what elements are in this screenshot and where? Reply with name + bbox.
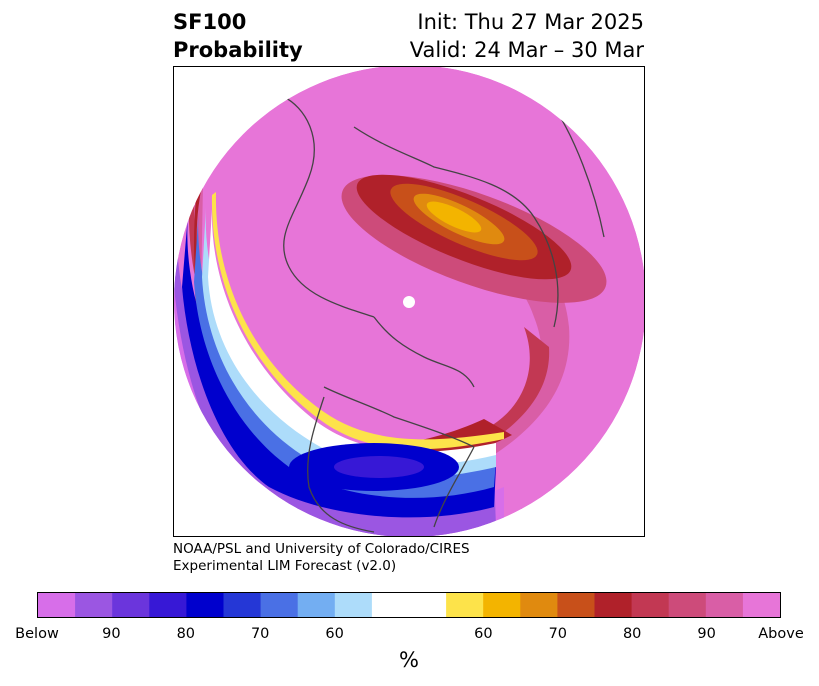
forecast-map bbox=[173, 66, 645, 537]
colorbar-tick-label: 60 bbox=[474, 626, 493, 642]
colorbar bbox=[37, 592, 781, 618]
colorbar-tick-label: Above bbox=[758, 626, 804, 642]
colorbar-segment bbox=[38, 593, 76, 617]
colorbar-segment bbox=[186, 593, 225, 617]
colorbar-segment bbox=[483, 593, 521, 617]
colorbar-segment bbox=[149, 593, 187, 617]
colorbar-tick-label: 80 bbox=[622, 626, 642, 642]
colorbar-segment bbox=[557, 593, 596, 617]
coastlines bbox=[283, 96, 605, 533]
colorbar-segment bbox=[75, 593, 113, 617]
credit-line-2: Experimental LIM Forecast (v2.0) bbox=[173, 558, 397, 574]
colorbar-tick-label: 60 bbox=[325, 626, 344, 642]
colorbar-segment bbox=[112, 593, 150, 617]
colorbar-segment bbox=[594, 593, 633, 617]
credit-line-1: NOAA/PSL and University of Colorado/CIRE… bbox=[173, 541, 470, 557]
colorbar-tick-label: Below bbox=[15, 626, 59, 642]
pole-marker bbox=[403, 296, 415, 308]
colorbar-segment bbox=[446, 593, 484, 617]
colorbar-segment bbox=[631, 593, 670, 617]
polar-map-svg bbox=[174, 67, 644, 536]
valid-range: Valid: 24 Mar – 30 Mar bbox=[409, 38, 644, 62]
colorbar-segment bbox=[742, 593, 780, 617]
colorbar-tick-label: 70 bbox=[548, 626, 568, 642]
colorbar-svg bbox=[38, 593, 780, 617]
colorbar-tick-label: 90 bbox=[102, 626, 121, 642]
colorbar-segment bbox=[371, 593, 410, 617]
date-block: Init: Thu 27 Mar 2025 Valid: 24 Mar – 30… bbox=[410, 8, 644, 64]
title-block: SF100 Probability bbox=[173, 8, 303, 64]
colorbar-tick-label: 90 bbox=[697, 626, 716, 642]
colorbar-segment bbox=[223, 593, 262, 617]
colorbar-segment bbox=[668, 593, 707, 617]
colorbar-segment bbox=[260, 593, 299, 617]
colorbar-segment bbox=[334, 593, 373, 617]
colorbar-tick-label: 80 bbox=[176, 626, 196, 642]
variable-type: Probability bbox=[173, 38, 303, 62]
colorbar-unit: % bbox=[399, 648, 419, 672]
colorbar-segment bbox=[297, 593, 336, 617]
colorbar-segment bbox=[705, 593, 744, 617]
credit-text: NOAA/PSL and University of Colorado/CIRE… bbox=[173, 541, 470, 575]
colorbar-segment bbox=[520, 593, 558, 617]
colorbar-tick-label: 70 bbox=[250, 626, 270, 642]
variable-name: SF100 bbox=[173, 10, 247, 34]
colorbar-segment bbox=[409, 593, 447, 617]
init-date: Init: Thu 27 Mar 2025 bbox=[417, 10, 644, 34]
